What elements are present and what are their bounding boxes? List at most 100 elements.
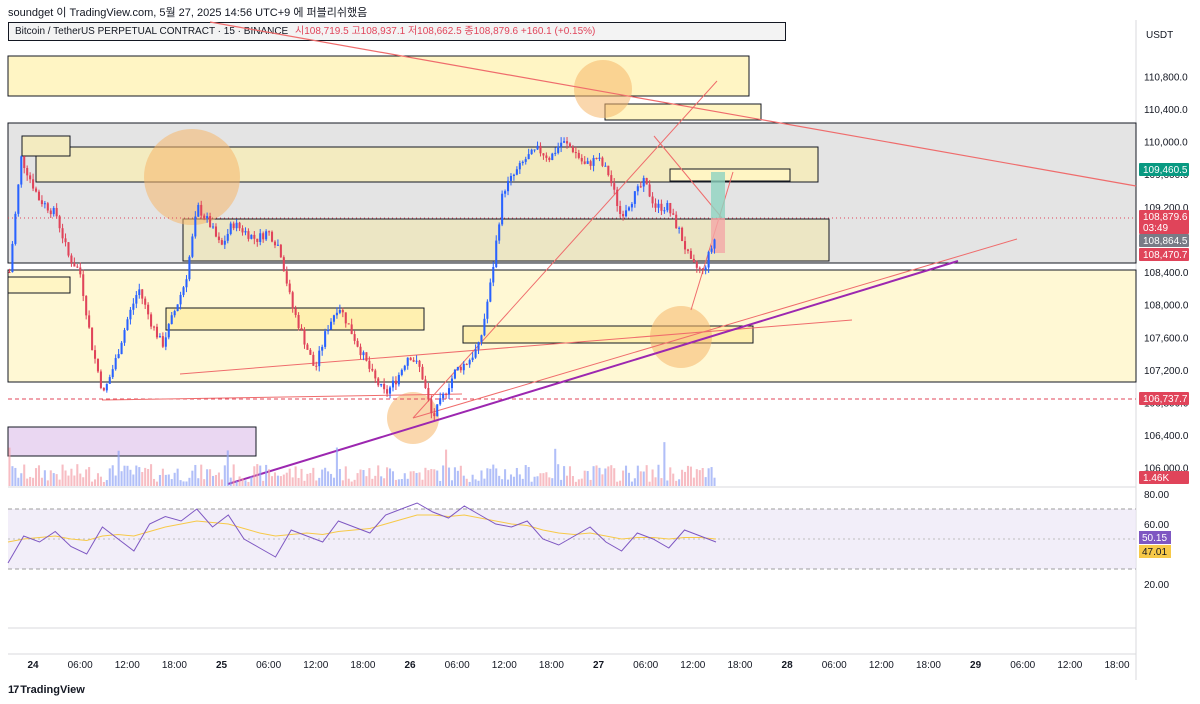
candle-body: [270, 231, 274, 242]
triangle-upper[interactable]: [653, 135, 723, 219]
candle-body: [515, 169, 518, 175]
yellow-zone-small[interactable]: [604, 103, 762, 121]
volume-bar: [23, 464, 26, 486]
candle-body: [681, 227, 684, 242]
volume-bar: [268, 469, 271, 486]
purple-trendline[interactable]: [227, 260, 959, 485]
candle-body: [91, 327, 94, 351]
volume-bar: [391, 471, 395, 486]
candle-body: [318, 350, 321, 367]
volume-bar: [698, 470, 701, 486]
candle-body: [610, 175, 613, 184]
volume-bar: [551, 478, 554, 486]
candle-body: [678, 227, 681, 229]
rsi-badge-label: 50.15: [1142, 533, 1167, 544]
trendline-rising[interactable]: [412, 238, 1018, 419]
volume-bar: [397, 479, 400, 486]
candle-body: [141, 289, 144, 299]
candle-body: [200, 204, 203, 216]
yellow-zone-lower[interactable]: [165, 307, 425, 331]
volume-bar: [279, 476, 282, 486]
candle-body: [268, 231, 271, 233]
candle-body: [61, 228, 64, 239]
candle-body: [462, 363, 465, 371]
volume-bar: [418, 472, 421, 486]
yellow-zone-left[interactable]: [7, 276, 71, 294]
projection-target[interactable]: [711, 172, 725, 218]
candle-body: [96, 358, 100, 372]
volume-bar: [152, 478, 156, 486]
volume-bar: [371, 478, 374, 486]
trendline-descending[interactable]: [209, 21, 1137, 187]
volume-bar: [666, 480, 669, 486]
candle-body: [666, 203, 669, 211]
candle-body: [34, 188, 38, 192]
highlight-circle[interactable]: [574, 60, 632, 118]
volume-bar: [276, 475, 279, 486]
candle-body: [504, 191, 507, 194]
candle-body: [344, 312, 347, 324]
trendline-flat[interactable]: [179, 319, 853, 375]
price-axis[interactable]: 110,800.0110,400.0110,000.0109,600.0109,…: [1144, 72, 1189, 474]
purple-zone[interactable]: [7, 426, 257, 457]
symbol-legend[interactable]: Bitcoin / TetherUS PERPETUAL CONTRACT · …: [8, 22, 786, 41]
candle-body: [217, 236, 220, 241]
candle-body: [642, 177, 645, 187]
volume-bar: [654, 477, 657, 486]
volume-bar: [324, 467, 327, 486]
candle-body: [350, 324, 353, 335]
volume-bar: [150, 464, 153, 486]
time-tick-label: 24: [27, 660, 39, 671]
candle-body: [492, 267, 495, 283]
time-tick-label: 06:00: [633, 660, 658, 671]
candle-body: [356, 340, 359, 347]
yellow-zone-right[interactable]: [669, 168, 791, 182]
candle-body: [279, 244, 282, 258]
rsi-axis[interactable]: 80.00 60.00 20.00: [1144, 490, 1169, 591]
time-axis[interactable]: 24 06:00 12:00 18:00 25 06:00 12:00 18:00 26 06:0…: [27, 660, 1130, 671]
volume-bars: [8, 442, 716, 486]
volume-bar: [306, 473, 309, 486]
yellow-zone-top[interactable]: [7, 55, 750, 97]
trendline-base[interactable]: [101, 393, 463, 401]
candle-body: [489, 282, 492, 302]
candle-body: [613, 183, 616, 190]
candle-body: [630, 203, 633, 208]
volume-bar: [197, 478, 200, 486]
volume-bar: [672, 473, 675, 486]
candles: [8, 137, 716, 421]
candle-body: [527, 154, 530, 160]
candle-body: [521, 161, 524, 164]
tradingview-logo[interactable]: 17 TradingView: [8, 684, 85, 696]
candle-body: [486, 301, 489, 319]
highlight-circle[interactable]: [144, 129, 240, 225]
candle-body: [362, 352, 365, 356]
highlight-circle[interactable]: [650, 306, 712, 368]
projection-stop[interactable]: [711, 218, 725, 253]
volume-bar: [285, 472, 288, 486]
candle-body: [232, 223, 235, 229]
candle-body: [456, 366, 459, 370]
candle-body: [669, 203, 672, 214]
volume-bar: [46, 480, 49, 486]
volume-bar: [353, 479, 356, 486]
candle-body: [88, 315, 91, 328]
volume-bar: [504, 469, 507, 486]
volume-bar: [167, 474, 170, 486]
candle-body: [412, 360, 415, 362]
volume-bar: [524, 465, 527, 486]
candle-body: [265, 231, 268, 240]
yellow-zone-tiny[interactable]: [21, 135, 71, 157]
candle-body: [161, 336, 164, 347]
time-tick-label: 06:00: [68, 660, 93, 671]
volume-bar: [613, 468, 616, 486]
candle-body: [117, 354, 120, 359]
candle-body: [256, 238, 259, 242]
candle-body: [297, 314, 300, 329]
volume-bar: [586, 471, 589, 486]
volume-bar: [583, 470, 586, 486]
candle-body: [105, 383, 108, 391]
volume-bar: [52, 473, 55, 486]
volume-bar: [37, 465, 41, 486]
